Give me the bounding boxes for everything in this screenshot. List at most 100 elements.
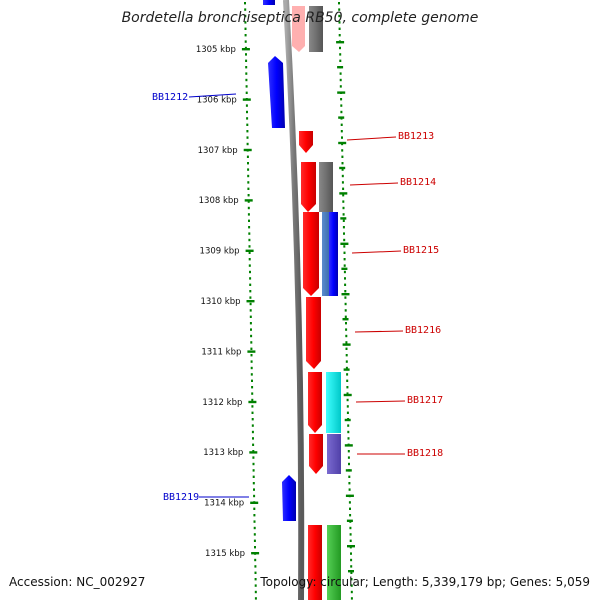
forward-cds-bb1213 — [299, 131, 313, 153]
ruler-dot — [244, 21, 247, 24]
gene-label-leader — [188, 93, 237, 98]
genome-title: Bordetella bronchiseptica RB50, complete… — [121, 10, 479, 26]
ruler-dot — [342, 219, 345, 222]
ruler-dot — [340, 104, 343, 107]
ruler-dot — [342, 206, 345, 210]
ruler-dot — [346, 379, 349, 382]
ruler-dot — [350, 571, 353, 574]
ruler-dot — [252, 456, 255, 459]
ruler-dot — [347, 430, 350, 434]
ruler-dot — [246, 155, 249, 158]
ruler-dot — [248, 219, 250, 222]
ruler-major-tick — [341, 293, 350, 296]
forward-cds-bb1215 — [303, 212, 319, 296]
ruler-dot — [344, 302, 347, 306]
ruler-minor-tick — [338, 116, 345, 119]
gene-labels: BB1212 BB1213 BB1214 BB1215 BB1216 BB1217 BB12… — [152, 92, 443, 503]
ruler-tick-label: 1315 kbp — [205, 549, 245, 559]
ruler-dot — [250, 360, 253, 363]
ruler-minor-tick — [340, 217, 347, 220]
ruler-dot — [342, 226, 345, 229]
gene-label-leader — [349, 182, 399, 186]
length-label: Length: 5,339,179 bp; — [372, 575, 507, 589]
ruler-minor-tick — [337, 66, 344, 69]
ruler-dot — [244, 8, 247, 11]
ruler-dot — [245, 66, 248, 69]
ruler-dot — [251, 398, 254, 402]
ruler-minor-tick — [341, 267, 348, 270]
ruler-dot — [342, 213, 345, 216]
ruler-major-tick — [347, 545, 355, 548]
ruler-dot — [349, 514, 352, 517]
ruler-dot — [342, 194, 345, 197]
ruler-dot — [341, 174, 344, 178]
ruler-minor-tick — [345, 469, 352, 472]
ruler-dot — [245, 53, 247, 56]
ruler-dot — [347, 450, 350, 453]
ruler-major-tick — [343, 393, 352, 397]
ruler-dot — [254, 558, 257, 562]
ruler-dot — [349, 526, 352, 530]
gene-label-bb1218: BB1218 — [407, 448, 443, 459]
ruler-dot — [248, 251, 251, 254]
ruler-dot — [343, 270, 346, 274]
ruler-dot — [250, 341, 253, 344]
ruler-dot — [251, 386, 254, 389]
cog-block — [327, 525, 341, 600]
ruler-tick-label: 1307 kbp — [198, 146, 238, 156]
ruler-tick-label: 1311 kbp — [201, 347, 241, 357]
ruler-dot — [245, 78, 248, 82]
ruler-dot — [249, 277, 252, 280]
ruler-dot — [344, 296, 347, 299]
ruler-dot — [349, 539, 352, 542]
ruler-minor-tick — [339, 166, 346, 170]
ruler-dot — [245, 85, 248, 88]
ruler-dot — [340, 123, 343, 126]
ruler-dot — [254, 571, 257, 574]
ruler-dot — [251, 430, 254, 434]
ruler-dot — [247, 206, 250, 210]
ruler-dot — [341, 181, 344, 184]
ruler-ticks: 1305 kbp 1306 kbp 1307 kbp 1308 kbp 1309 kbp… — [196, 41, 355, 573]
ruler-dot — [346, 392, 349, 395]
ruler-major-tick — [250, 501, 259, 504]
gene-label-bb1215: BB1215 — [403, 245, 439, 256]
ruler-dot — [247, 213, 250, 216]
ruler-dot — [344, 315, 347, 318]
genome-backbone — [283, 0, 305, 600]
ruler-major-tick — [344, 444, 353, 447]
ruler-tick-label: 1305 kbp — [196, 45, 236, 55]
ruler-dot — [253, 539, 256, 542]
ruler-dot — [344, 277, 346, 280]
ruler-dot — [346, 405, 349, 408]
ruler-dot — [346, 386, 349, 389]
ruler-dot — [342, 187, 345, 190]
ruler-tick-label: 1309 kbp — [200, 247, 240, 257]
ruler-dot — [343, 232, 345, 235]
ruler-dot — [350, 565, 353, 568]
ruler-dot — [249, 322, 252, 325]
ruler-major-tick — [251, 552, 260, 555]
gene-label-bb1213: BB1213 — [398, 131, 434, 142]
ruler-major-tick — [249, 451, 258, 454]
ruler-tick-label: 1312 kbp — [202, 398, 242, 408]
ruler-dot — [250, 366, 253, 370]
reverse-cds-bb1219 — [282, 475, 296, 521]
ruler-tick-label: 1310 kbp — [200, 297, 240, 307]
accession-label: Accession: NC_002927 — [9, 575, 146, 589]
topology-label: Topology: circular; — [260, 575, 369, 589]
cog-block — [309, 6, 323, 52]
gene-label-leader — [354, 330, 404, 333]
ruler-dot — [347, 424, 350, 427]
ruler-dot — [247, 174, 250, 178]
ruler-major-tick — [340, 242, 349, 245]
ruler-dot — [338, 27, 341, 30]
ruler-dot — [345, 360, 348, 363]
ruler-dot — [249, 315, 252, 318]
ruler-tick-label: 1306 kbp — [197, 95, 237, 105]
ruler-dot — [247, 162, 249, 165]
ruler-dot — [350, 578, 353, 581]
ruler-dot — [349, 533, 352, 536]
ruler-dot — [248, 245, 251, 248]
